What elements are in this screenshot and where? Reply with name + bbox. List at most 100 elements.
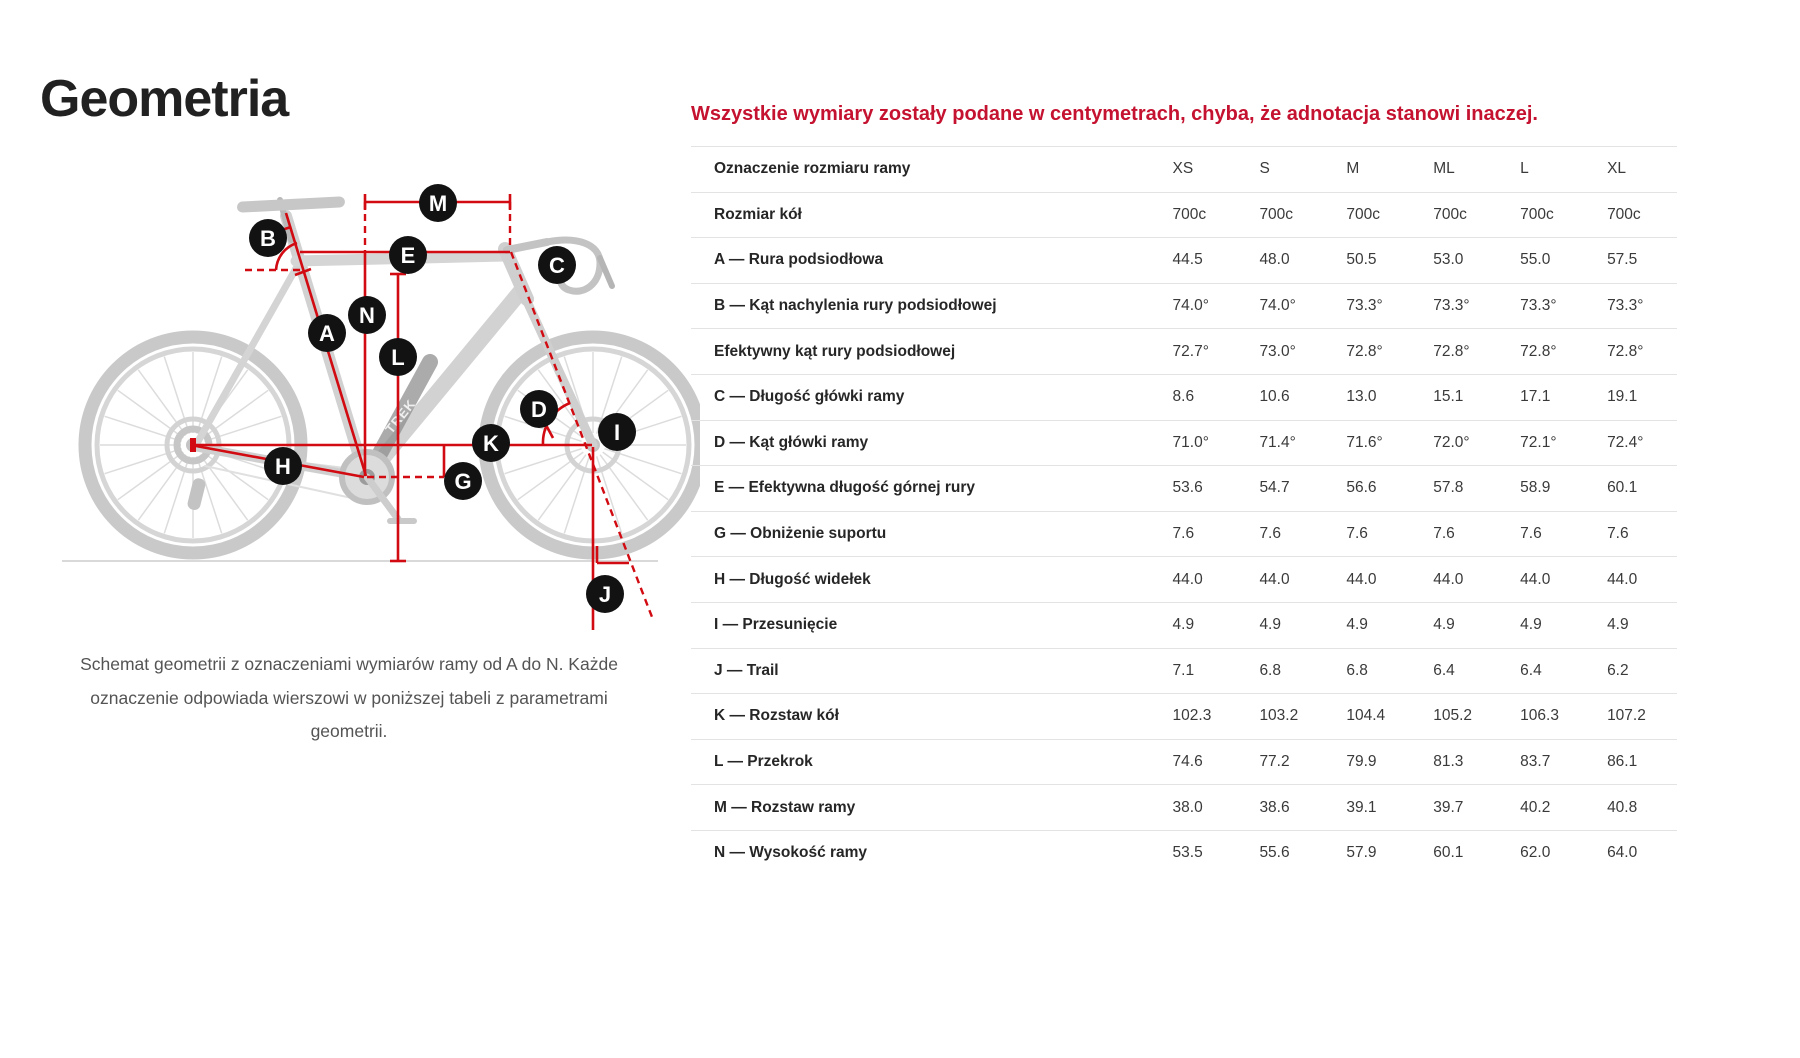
geometry-marker-b — [249, 219, 287, 257]
geometry-marker-a — [308, 314, 346, 352]
row-value: 57.8 — [1433, 479, 1464, 497]
table-row: B — Kąt nachylenia rury podsiodłowej 74.0… — [691, 284, 1677, 330]
row-label: A — Rura podsiodłowa — [714, 251, 884, 269]
geometry-marker-h — [264, 447, 302, 485]
row-value: 38.6 — [1259, 798, 1290, 816]
geometry-marker-d — [520, 390, 558, 428]
row-value: 81.3 — [1433, 753, 1464, 771]
crank-arm — [363, 473, 402, 523]
row-value: 40.8 — [1607, 798, 1638, 816]
row-label: M — Rozstaw ramy — [714, 798, 856, 816]
row-value: 50.5 — [1346, 251, 1377, 269]
row-value: 55.6 — [1259, 844, 1290, 862]
row-value: 60.1 — [1433, 844, 1464, 862]
rear-wheel — [78, 330, 308, 560]
row-value: 700c — [1607, 205, 1641, 223]
size-column-header: L — [1520, 160, 1529, 178]
stem — [503, 238, 551, 254]
row-value: 86.1 — [1607, 753, 1638, 771]
row-label: E — Efektywna długość górnej rury — [714, 479, 975, 497]
row-value: 72.4° — [1607, 433, 1644, 451]
geometry-marker-m — [419, 184, 457, 222]
row-value: 39.7 — [1433, 798, 1464, 816]
size-column-header: ML — [1433, 160, 1455, 178]
page-title: Geometria — [40, 69, 289, 128]
geometry-marker-g — [444, 462, 482, 500]
geometry-marker-n — [348, 296, 386, 334]
row-value: 72.8° — [1520, 342, 1557, 360]
row-value: 7.6 — [1520, 525, 1542, 543]
row-value: 54.7 — [1259, 479, 1290, 497]
table-row: D — Kąt główki ramy 71.0° 71.4° 71.6° 72.0° 7… — [691, 421, 1677, 467]
table-header-row: Oznaczenie rozmiaru ramy XS S M ML L XL — [691, 147, 1677, 193]
row-value: 6.4 — [1433, 661, 1455, 679]
row-value: 4.9 — [1433, 616, 1455, 634]
table-row: Rozmiar kół 700c 700c 700c 700c 700c 700c — [691, 193, 1677, 239]
size-column-header: XL — [1607, 160, 1627, 178]
geometry-marker-letter: D — [531, 397, 547, 422]
row-value: 53.5 — [1172, 844, 1203, 862]
diagram-markers: B M E C NA L D K I H G J — [249, 184, 636, 613]
table-row: A — Rura podsiodłowa 44.5 48.0 50.5 53.0 55.0… — [691, 238, 1677, 284]
row-value: 4.9 — [1607, 616, 1629, 634]
geometry-marker-letter: G — [454, 469, 471, 494]
row-value: 57.9 — [1346, 844, 1377, 862]
row-value: 44.0 — [1259, 570, 1290, 588]
table-row: J — Trail 7.1 6.8 6.8 6.4 6.4 6.2 — [691, 649, 1677, 695]
row-value: 4.9 — [1346, 616, 1368, 634]
row-value: 44.0 — [1607, 570, 1638, 588]
row-value: 13.0 — [1346, 388, 1377, 406]
row-value: 8.6 — [1172, 388, 1195, 406]
row-value: 105.2 — [1433, 707, 1473, 725]
head-tube — [498, 242, 534, 306]
geometry-marker-letter: A — [319, 321, 335, 346]
row-label: L — Przekrok — [714, 753, 813, 771]
row-label: D — Kąt główki ramy — [714, 433, 869, 451]
row-label: B — Kąt nachylenia rury podsiodłowej — [714, 297, 997, 315]
row-value: 73.3° — [1433, 297, 1470, 315]
row-value: 71.6° — [1346, 433, 1383, 451]
size-column-header: S — [1259, 160, 1270, 178]
row-value: 7.6 — [1172, 525, 1195, 543]
geometry-marker-letter: N — [359, 303, 375, 328]
row-value: 60.1 — [1607, 479, 1638, 497]
row-label: Rozmiar kół — [714, 205, 802, 223]
geometry-marker-letter: K — [483, 431, 499, 456]
fork — [520, 292, 598, 450]
row-value: 7.6 — [1607, 525, 1629, 543]
geometry-marker-letter: J — [599, 582, 611, 607]
row-value: 74.0° — [1172, 297, 1209, 315]
geometry-marker-k — [472, 424, 510, 462]
row-value: 7.1 — [1172, 661, 1195, 679]
geometry-diagram: TREK — [62, 184, 700, 630]
row-label: Efektywny kąt rury podsiodłowej — [714, 342, 956, 360]
geometry-marker-letter: E — [401, 243, 416, 268]
row-value: 74.6 — [1172, 753, 1203, 771]
row-value: 6.4 — [1520, 661, 1542, 679]
geometry-marker-letter: I — [614, 420, 620, 445]
row-value: 73.3° — [1607, 297, 1644, 315]
geometry-marker-letter: C — [549, 253, 565, 278]
row-value: 62.0 — [1520, 844, 1551, 862]
units-note: Wszystkie wymiary zostały podane w centy… — [691, 103, 1538, 125]
row-value: 72.1° — [1520, 433, 1557, 451]
geometry-marker-letter: M — [429, 191, 447, 216]
row-label: I — Przesunięcie — [714, 616, 838, 634]
row-value: 71.0° — [1172, 433, 1209, 451]
row-value: 107.2 — [1607, 707, 1646, 725]
row-value: 17.1 — [1520, 388, 1551, 406]
row-value: 38.0 — [1172, 798, 1203, 816]
row-value: 44.0 — [1433, 570, 1464, 588]
row-value: 4.9 — [1259, 616, 1281, 634]
diagram-caption-line: geometrii. — [310, 721, 388, 741]
diagram-caption-line: oznaczenie odpowiada wierszowi w poniższ… — [90, 687, 608, 708]
row-value: 700c — [1433, 205, 1467, 223]
saddle — [237, 196, 345, 213]
row-value: 74.0° — [1259, 297, 1296, 315]
row-value: 39.1 — [1346, 798, 1377, 816]
row-value: 79.9 — [1346, 753, 1377, 771]
row-value: 7.6 — [1433, 525, 1455, 543]
table-row: L — Przekrok 74.6 77.2 79.9 81.3 83.7 86.1 — [691, 740, 1677, 786]
row-value: 102.3 — [1172, 707, 1212, 725]
